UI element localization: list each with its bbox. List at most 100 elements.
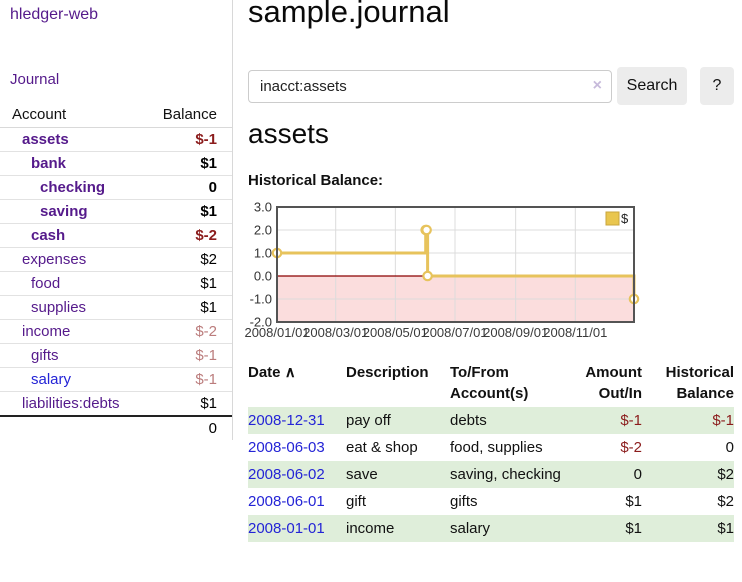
- transaction-date-link[interactable]: 2008-12-31: [248, 412, 325, 429]
- sidebar-account-link[interactable]: cash: [31, 227, 66, 244]
- register-balance-cell: $2: [717, 493, 734, 510]
- account-row: assets $-1: [0, 128, 232, 152]
- register-accounts-cell: gifts: [450, 493, 478, 510]
- account-heading: assets: [248, 118, 329, 149]
- register-accounts-cell: salary: [450, 520, 491, 537]
- page-title: sample.journal: [248, 0, 450, 29]
- account-balance: $1: [200, 203, 217, 220]
- account-row: supplies $1: [0, 295, 232, 320]
- account-name-cell: cash: [0, 224, 147, 248]
- sidebar-account-link[interactable]: assets: [22, 131, 69, 148]
- sidebar-account-link[interactable]: liabilities:debts: [22, 395, 120, 412]
- y-axis-labels: 3.0 2.0 1.0 0.0 -1.0 -2.0: [250, 200, 272, 330]
- sidebar: hledger-web Journal Account Balance asse…: [0, 0, 233, 440]
- account-name-cell: saving: [0, 200, 147, 224]
- sidebar-account-link[interactable]: expenses: [22, 251, 87, 268]
- register-balance-cell: 0: [725, 439, 734, 456]
- svg-text:2008/05/01: 2008/05/01: [363, 325, 428, 340]
- account-balance: $1: [200, 155, 217, 172]
- svg-text:2.0: 2.0: [254, 223, 272, 238]
- register-balance-cell: $1: [717, 520, 734, 537]
- register-table-body: 2008-12-31 pay off debts $-1 $-1 2008-06-03 ea…: [248, 407, 734, 542]
- search-bar: ×: [248, 70, 612, 103]
- register-date-cell: 2008-06-01: [248, 488, 346, 515]
- account-row: checking 0: [0, 175, 232, 200]
- search-button[interactable]: Search: [617, 67, 687, 105]
- account-row: food $1: [0, 271, 232, 296]
- register-description-cell: save: [346, 466, 378, 483]
- sidebar-item-journal[interactable]: Journal: [10, 71, 60, 88]
- accounts-total-row: 0: [0, 416, 232, 440]
- account-row: income $-2: [0, 319, 232, 344]
- register-description-cell: gift: [346, 493, 367, 510]
- account-name-cell: income: [0, 320, 147, 344]
- account-balance: 0: [208, 179, 217, 196]
- sidebar-account-link[interactable]: salary: [31, 371, 72, 388]
- account-row: bank $1: [0, 151, 232, 176]
- account-name-cell: liabilities:debts: [0, 392, 147, 417]
- transaction-date-link[interactable]: 2008-01-01: [248, 520, 325, 537]
- account-row: saving $1: [0, 199, 232, 224]
- register-date-cell: 2008-06-03: [248, 434, 346, 461]
- transaction-date-link[interactable]: 2008-06-01: [248, 493, 325, 510]
- register-header-date-label: Date: [248, 364, 281, 381]
- account-row: expenses $2: [0, 247, 232, 272]
- sidebar-account-link[interactable]: supplies: [31, 299, 87, 316]
- chart-section-label: Historical Balance:: [248, 172, 384, 189]
- accounts-table-body: assets $-1 bank $1 checking 0 saving $1 cash $-2 e…: [0, 128, 232, 441]
- svg-text:0.0: 0.0: [254, 269, 272, 284]
- register-header-accounts: To/From Account(s): [450, 364, 529, 402]
- x-axis-labels: 2008/01/012008/03/012008/05/012008/07/01…: [244, 325, 607, 340]
- sidebar-account-link[interactable]: food: [31, 275, 61, 292]
- svg-text:2008/09/01: 2008/09/01: [483, 325, 548, 340]
- help-button[interactable]: ?: [700, 67, 734, 105]
- clear-search-icon[interactable]: ×: [592, 77, 602, 94]
- accounts-table-header-row: Account Balance: [0, 102, 232, 128]
- svg-text:2008/07/01: 2008/07/01: [422, 325, 487, 340]
- svg-text:-1.0: -1.0: [250, 292, 272, 307]
- register-amount-cell: 0: [633, 466, 642, 483]
- register-header-date[interactable]: Date ∧: [248, 358, 346, 407]
- register-description-cell: eat & shop: [346, 439, 418, 456]
- svg-text:3.0: 3.0: [254, 200, 272, 215]
- account-name-cell: salary: [0, 368, 147, 392]
- svg-text:2008/11/01: 2008/11/01: [543, 325, 607, 340]
- account-balance: $-2: [195, 323, 217, 340]
- svg-text:-2.0: -2.0: [250, 315, 272, 330]
- sidebar-account-link[interactable]: checking: [40, 179, 106, 196]
- sidebar-account-link[interactable]: gifts: [31, 347, 59, 364]
- register-row: 2008-06-01 gift gifts $1 $2: [248, 488, 734, 515]
- chart-legend: $: [605, 211, 629, 226]
- register-table: Date ∧ Description To/From Account(s) Am…: [248, 358, 734, 542]
- sidebar-account-link[interactable]: saving: [40, 203, 88, 220]
- register-row: 2008-06-02 save saving, checking 0 $2: [248, 461, 734, 488]
- account-balance: $-1: [195, 347, 217, 364]
- transaction-date-link[interactable]: 2008-06-02: [248, 466, 325, 483]
- account-name-cell: checking: [0, 176, 147, 200]
- account-row: salary $-1: [0, 367, 232, 392]
- register-amount-cell: $-1: [620, 412, 642, 429]
- account-balance: $2: [200, 251, 217, 268]
- accounts-header-balance: Balance: [162, 106, 217, 123]
- account-balance: $1: [200, 275, 217, 292]
- account-name-cell: gifts: [0, 344, 147, 368]
- sidebar-account-link[interactable]: income: [22, 323, 71, 340]
- historical-balance-chart: $3.0 2.0 1.0 0.0 -1.0 -2.02008/01/012008/03/0…: [244, 200, 640, 340]
- legend-swatch: [605, 211, 620, 226]
- search-input[interactable]: [248, 70, 612, 103]
- register-accounts-cell: food, supplies: [450, 439, 543, 456]
- register-balance-cell: $-1: [712, 412, 734, 429]
- register-balance-cell: $2: [717, 466, 734, 483]
- app-title-link[interactable]: hledger-web: [10, 6, 99, 23]
- account-name-cell: assets: [0, 128, 147, 152]
- account-balance: $-2: [195, 227, 217, 244]
- register-amount-cell: $1: [625, 493, 642, 510]
- transaction-date-link[interactable]: 2008-06-03: [248, 439, 325, 456]
- account-balance: $1: [200, 395, 217, 412]
- chart-data-point: [421, 224, 432, 236]
- account-name-cell: food: [0, 272, 147, 296]
- register-header-row: Date ∧ Description To/From Account(s) Am…: [248, 358, 734, 407]
- chart-border: [276, 206, 635, 323]
- sidebar-account-link[interactable]: bank: [31, 155, 67, 172]
